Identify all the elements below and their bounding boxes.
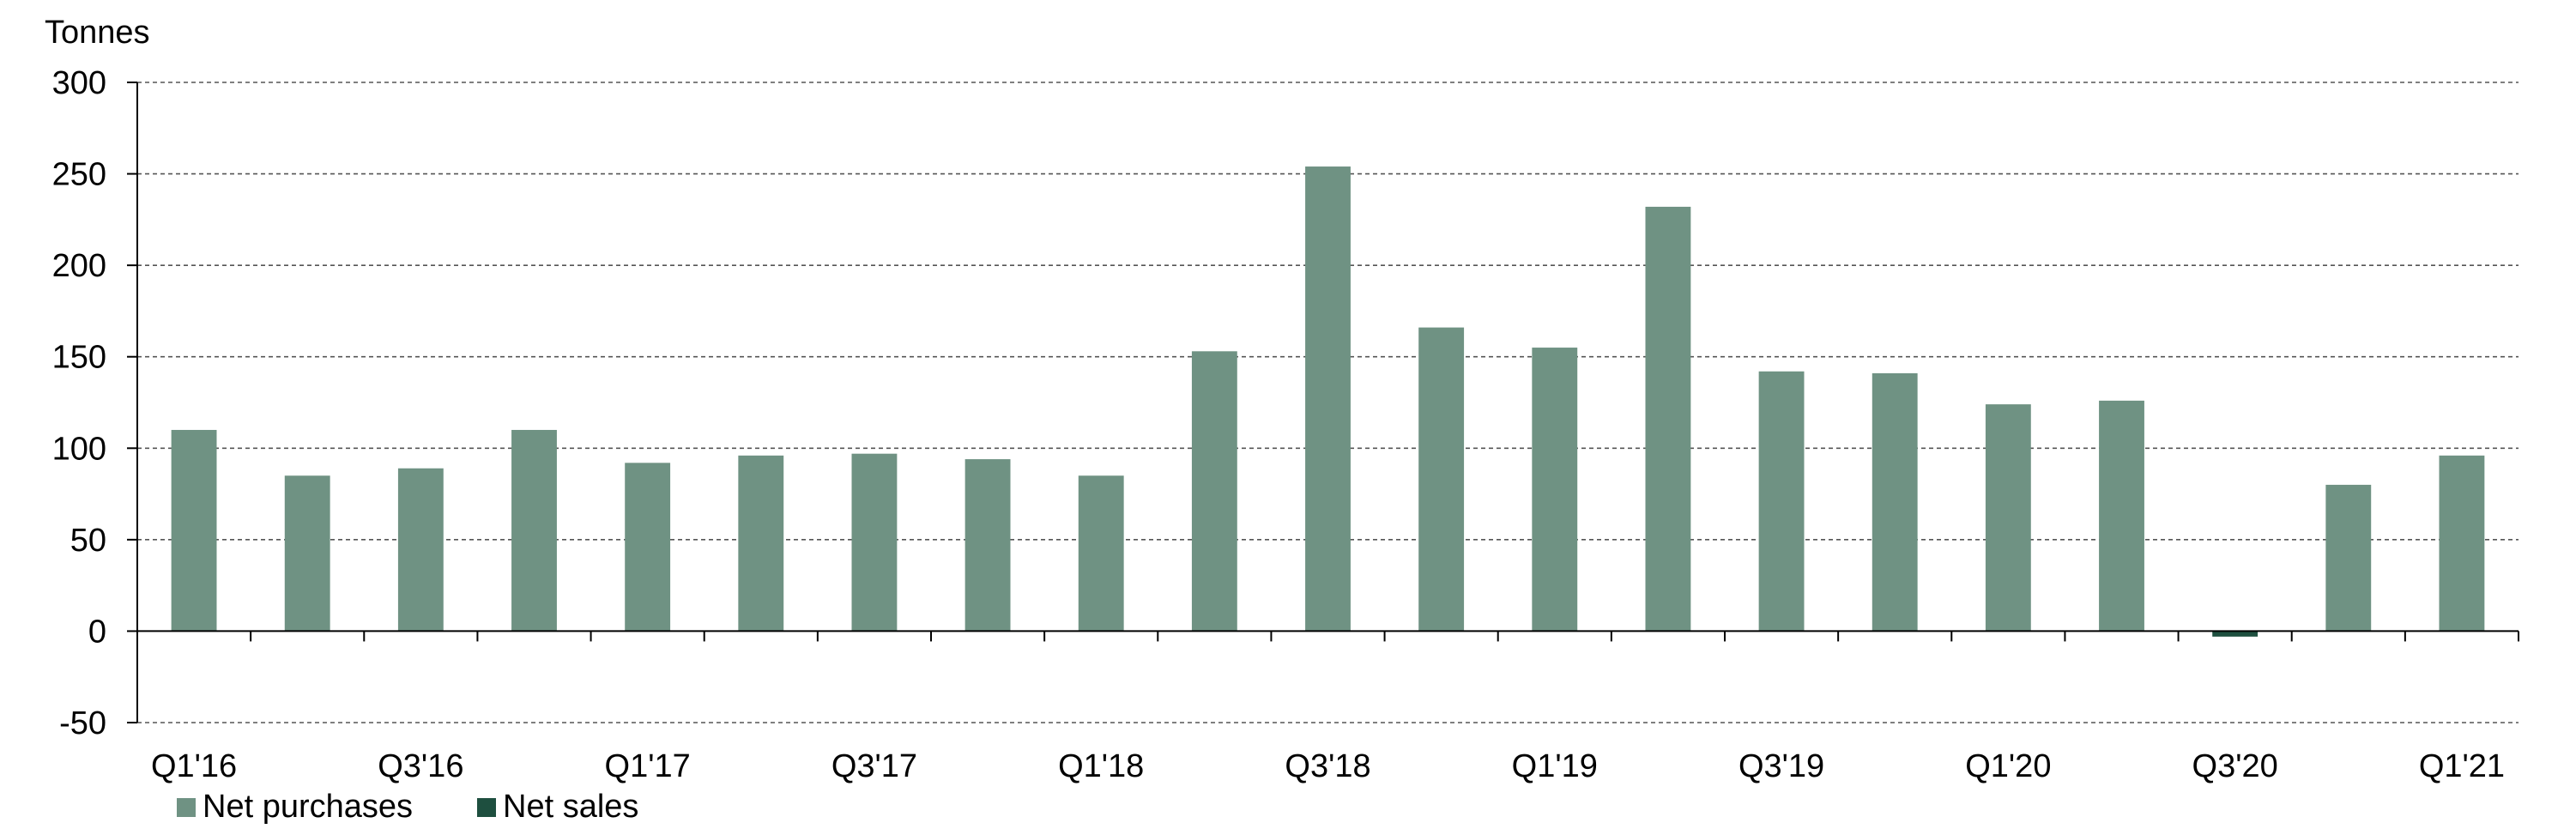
y-axis-tick-labels: -50 0 50 100 150 200 250 300 [52,65,106,741]
x-tick-label: Q3'20 [2192,748,2278,784]
bar-net-purchases [1645,206,1691,632]
x-tick-label: Q3'17 [831,748,917,784]
x-tick-label: Q3'19 [1738,748,1824,784]
y-axis-unit-label: Tonnes [45,15,150,51]
legend-label: Net purchases [203,789,413,825]
bar-net-purchases [738,455,784,632]
y-tick-label: -50 [59,705,106,741]
bar-net-sales [2212,631,2259,637]
x-tick-label: Q1'20 [1965,748,2051,784]
legend-swatch [177,798,196,817]
bar-net-purchases [284,475,330,632]
bar-net-purchases [1078,475,1124,632]
bar-net-purchases [1758,371,1805,632]
y-tick-label: 300 [52,65,106,101]
bar-net-purchases [1305,166,1351,632]
y-tick-label: 0 [88,614,106,650]
x-tick-label: Q1'17 [605,748,691,784]
x-tick-label: Q1'16 [151,748,237,784]
bar-net-purchases [171,429,217,632]
x-tick-label: Q1'18 [1058,748,1144,784]
bar-net-purchases [1985,404,2031,632]
bar-net-purchases [851,453,898,632]
x-axis-tick-labels: Q1'16 Q3'16 Q1'17 Q3'17 Q1'18 Q3'18 Q1'19 Q3'19… [151,748,2505,784]
y-tick-label: 200 [52,248,106,284]
bar-net-purchases [397,468,444,632]
bar-net-purchases [1872,372,1918,632]
x-tick-label: Q3'18 [1285,748,1370,784]
bar-net-purchases [1418,327,1465,632]
legend: Net purchases Net sales [177,789,638,825]
bar-net-purchases [511,429,557,632]
bar-net-purchases [625,463,671,632]
legend-label: Net sales [503,789,638,825]
y-tick-label: 250 [52,157,106,193]
x-tick-label: Q1'21 [2419,748,2505,784]
y-tick-label: 100 [52,431,106,467]
bar-net-purchases [1191,351,1237,632]
bars [171,166,2485,637]
legend-swatch [477,798,496,817]
bar-net-purchases [964,459,1011,632]
bar-net-purchases [2325,484,2372,632]
bar-net-purchases [2439,455,2485,632]
x-tick-label: Q3'16 [378,748,463,784]
bar-net-purchases [2099,400,2144,632]
y-tick-label: 150 [52,340,106,376]
y-tick-label: 50 [70,523,106,559]
x-tick-label: Q1'19 [1512,748,1598,784]
bar-net-purchases [1532,348,1578,632]
axes [127,82,2519,723]
